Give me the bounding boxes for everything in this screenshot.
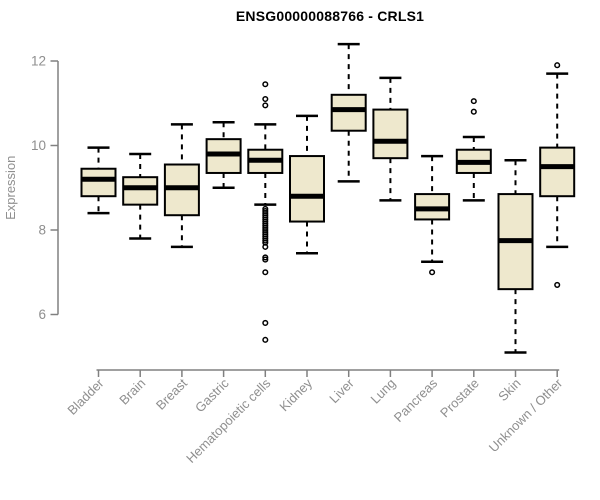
box-group	[247, 81, 284, 343]
iqr-box	[289, 155, 325, 223]
outlier-point	[262, 256, 269, 263]
x-tick-label: Pancreas	[391, 375, 441, 425]
y-tick-label: 10	[31, 138, 46, 153]
chart-title: ENSG00000088766 - CRLS1	[235, 8, 425, 24]
box-group	[205, 121, 242, 189]
outlier-point	[470, 108, 477, 115]
box-group	[539, 62, 576, 288]
outlier-point	[470, 98, 477, 105]
outlier-point	[262, 243, 269, 250]
iqr-box	[122, 176, 159, 206]
iqr-box	[80, 167, 117, 198]
iqr-box	[539, 146, 576, 198]
box-group	[455, 98, 492, 202]
x-tick-label: Breast	[153, 375, 190, 412]
box-group	[497, 159, 534, 354]
y-axis-title: Expression	[3, 156, 18, 220]
box-group	[80, 146, 117, 215]
outlier-point	[554, 281, 561, 288]
iqr-box	[330, 93, 367, 132]
y-tick-label: 8	[38, 223, 46, 238]
outlier-point	[262, 95, 269, 103]
outlier-point	[262, 81, 269, 88]
iqr-box	[372, 108, 409, 160]
x-tick-label: Skin	[495, 376, 523, 404]
x-tick-label: Kidney	[276, 375, 315, 414]
outlier-point	[554, 62, 561, 69]
x-tick-label: Prostate	[437, 376, 482, 421]
x-tick-label: Lung	[367, 376, 398, 407]
box-group	[372, 76, 409, 202]
outlier-point	[262, 254, 269, 261]
outlier-point	[262, 237, 269, 244]
outlier-point	[262, 319, 269, 327]
outlier-point	[262, 102, 269, 109]
y-tick-label: 6	[38, 307, 46, 322]
x-tick-label: Gastric	[192, 375, 232, 415]
box-group	[122, 152, 159, 240]
x-tick-label: Unknown / Other	[486, 375, 566, 455]
outlier-point	[429, 269, 436, 276]
x-tick-label: Brain	[116, 376, 148, 408]
y-tick-label: 12	[31, 54, 46, 69]
x-tick-label: Liver	[326, 375, 357, 406]
outlier-point	[262, 269, 269, 276]
box-group	[289, 114, 325, 255]
outlier-point	[262, 336, 269, 343]
box-group	[414, 154, 451, 276]
box-group	[330, 42, 367, 183]
x-tick-label: Bladder	[64, 375, 107, 418]
box-group	[163, 123, 200, 249]
